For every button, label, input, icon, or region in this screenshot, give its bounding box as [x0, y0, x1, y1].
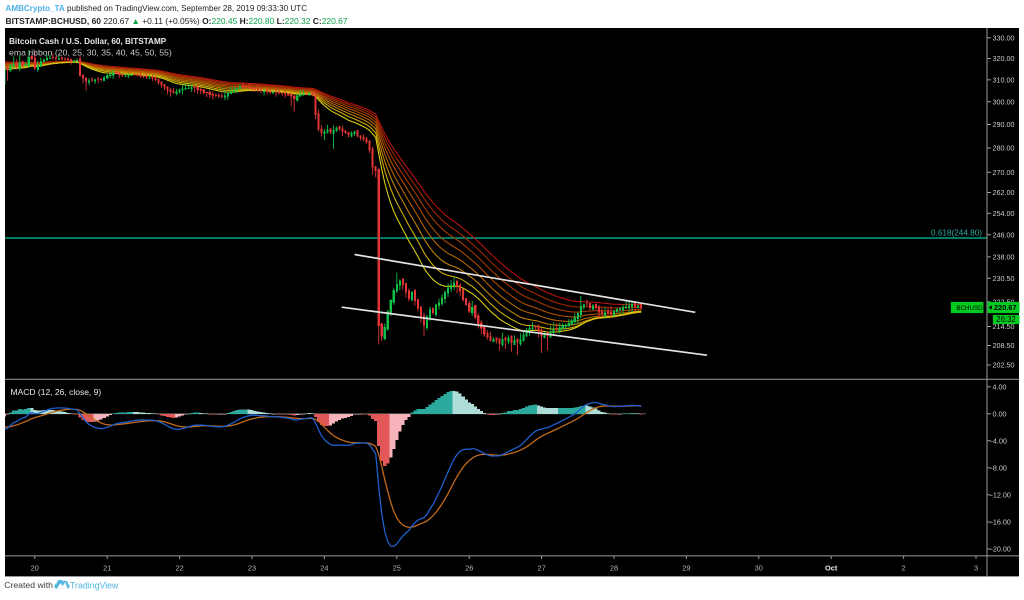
svg-text:26:32: 26:32 — [996, 315, 1016, 324]
svg-text:254.00: 254.00 — [993, 209, 1015, 218]
svg-text:320.00: 320.00 — [993, 54, 1015, 63]
svg-text:4.00: 4.00 — [993, 382, 1007, 391]
svg-text:25: 25 — [393, 564, 401, 573]
svg-text:Created with: Created with — [4, 580, 53, 590]
svg-text:26: 26 — [465, 564, 473, 573]
svg-text:310.00: 310.00 — [993, 75, 1015, 84]
svg-text:Oct: Oct — [825, 564, 838, 573]
svg-text:22: 22 — [175, 564, 183, 573]
svg-text:29: 29 — [682, 564, 690, 573]
svg-text:-4.00: -4.00 — [991, 436, 1007, 445]
svg-text:-12.00: -12.00 — [991, 491, 1011, 500]
svg-text:208.50: 208.50 — [993, 341, 1015, 350]
svg-text:MACD (12, 26, close, 9): MACD (12, 26, close, 9) — [11, 387, 102, 397]
svg-text:230.50: 230.50 — [993, 274, 1015, 283]
svg-text:23: 23 — [248, 564, 256, 573]
svg-text:300.00: 300.00 — [993, 97, 1015, 106]
svg-text:246.00: 246.00 — [993, 230, 1015, 239]
svg-text:28: 28 — [610, 564, 618, 573]
svg-text:24: 24 — [320, 564, 328, 573]
svg-text:ema ribbon (20, 25, 30, 35, 40: ema ribbon (20, 25, 30, 35, 40, 45, 50, … — [9, 48, 172, 58]
svg-text:270.00: 270.00 — [993, 168, 1015, 177]
svg-text:214.50: 214.50 — [993, 322, 1015, 331]
svg-text:262.00: 262.00 — [993, 188, 1015, 197]
svg-text:21: 21 — [103, 564, 111, 573]
svg-text:TradingView: TradingView — [70, 581, 119, 591]
svg-text:3: 3 — [974, 564, 978, 573]
svg-text:330.00: 330.00 — [993, 33, 1015, 42]
svg-text:280.00: 280.00 — [993, 144, 1015, 153]
svg-text:AMBCrypto_TA published on Trad: AMBCrypto_TA published on TradingView.co… — [6, 4, 308, 13]
svg-text:0.00: 0.00 — [993, 409, 1007, 418]
svg-text:238.00: 238.00 — [993, 253, 1015, 262]
svg-text:-20.00: -20.00 — [991, 545, 1011, 554]
svg-text:202.50: 202.50 — [993, 361, 1015, 370]
svg-text:290.00: 290.00 — [993, 120, 1015, 129]
svg-text:220.67: 220.67 — [994, 303, 1017, 312]
svg-text:BCHUSD: BCHUSD — [956, 305, 983, 312]
svg-text:27: 27 — [537, 564, 545, 573]
svg-text:Bitcoin Cash / U.S. Dollar, 60: Bitcoin Cash / U.S. Dollar, 60, BITSTAMP — [9, 37, 167, 46]
svg-text:2: 2 — [902, 564, 906, 573]
svg-text:BITSTAMP:BCHUSD, 60 220.67 ▲ +: BITSTAMP:BCHUSD, 60 220.67 ▲ +0.11 (+0.0… — [6, 16, 348, 26]
svg-text:30: 30 — [755, 564, 763, 573]
svg-text:0.618(244.80): 0.618(244.80) — [931, 229, 982, 238]
svg-text:-16.00: -16.00 — [991, 518, 1011, 527]
svg-text:20: 20 — [31, 564, 39, 573]
svg-text:-8.00: -8.00 — [991, 464, 1007, 473]
